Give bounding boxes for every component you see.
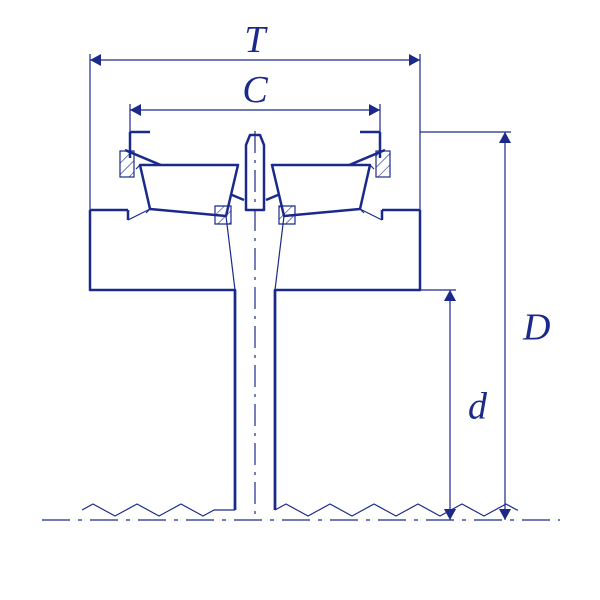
dimension-label: D	[522, 306, 550, 348]
dimension-label: T	[244, 19, 268, 61]
dimension-label: d	[468, 385, 488, 427]
dimension-label: C	[242, 69, 268, 111]
bearing-cross-section-diagram: TC Dd	[0, 0, 600, 600]
